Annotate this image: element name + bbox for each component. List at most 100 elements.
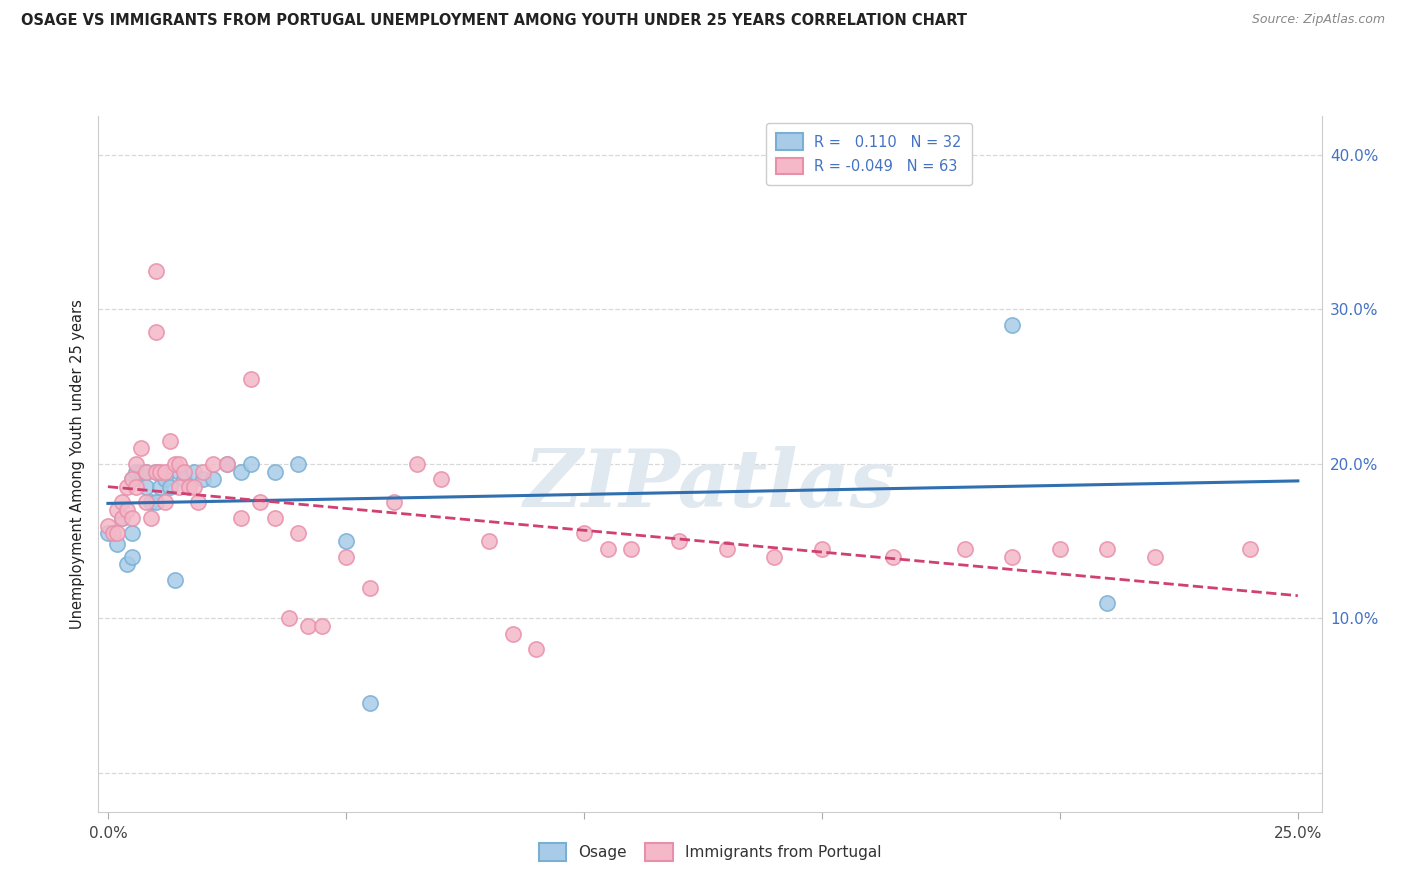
Point	[111, 495, 134, 509]
Point	[139, 495, 162, 509]
Point	[169, 465, 191, 479]
Point	[135, 480, 157, 494]
Point	[111, 511, 134, 525]
Point	[145, 465, 167, 479]
Point	[191, 472, 214, 486]
Point	[169, 457, 191, 471]
Point	[287, 457, 309, 471]
Point	[297, 619, 319, 633]
Point	[107, 526, 129, 541]
Point	[159, 480, 181, 494]
Point	[163, 457, 186, 471]
Point	[177, 480, 200, 494]
Point	[183, 480, 205, 494]
Point	[249, 495, 271, 509]
Text: OSAGE VS IMMIGRANTS FROM PORTUGAL UNEMPLOYMENT AMONG YOUTH UNDER 25 YEARS CORREL: OSAGE VS IMMIGRANTS FROM PORTUGAL UNEMPL…	[21, 13, 967, 29]
Point	[173, 472, 195, 486]
Point	[115, 480, 138, 494]
Point	[668, 534, 690, 549]
Point	[1239, 541, 1261, 556]
Point	[201, 457, 224, 471]
Point	[478, 534, 501, 549]
Point	[191, 465, 214, 479]
Point	[101, 526, 124, 541]
Point	[129, 442, 152, 456]
Point	[215, 457, 238, 471]
Point	[201, 472, 224, 486]
Point	[277, 611, 299, 625]
Point	[115, 558, 138, 572]
Point	[311, 619, 333, 633]
Point	[882, 549, 904, 564]
Point	[1097, 541, 1119, 556]
Point	[620, 541, 643, 556]
Point	[125, 457, 148, 471]
Point	[145, 465, 167, 479]
Point	[183, 465, 205, 479]
Point	[359, 581, 381, 595]
Point	[159, 434, 181, 448]
Point	[145, 263, 167, 277]
Point	[231, 511, 253, 525]
Point	[335, 534, 357, 549]
Text: ZIPatlas: ZIPatlas	[524, 446, 896, 524]
Point	[125, 465, 148, 479]
Point	[811, 541, 834, 556]
Point	[1097, 596, 1119, 610]
Y-axis label: Unemployment Among Youth under 25 years: Unemployment Among Youth under 25 years	[70, 299, 86, 629]
Point	[125, 480, 148, 494]
Point	[121, 472, 143, 486]
Point	[263, 465, 285, 479]
Point	[97, 526, 120, 541]
Point	[763, 549, 786, 564]
Point	[953, 541, 976, 556]
Point	[1001, 318, 1024, 332]
Point	[121, 472, 143, 486]
Point	[149, 480, 172, 494]
Point	[135, 465, 157, 479]
Point	[97, 518, 120, 533]
Point	[107, 537, 129, 551]
Point	[430, 472, 453, 486]
Point	[1001, 549, 1024, 564]
Point	[263, 511, 285, 525]
Point	[572, 526, 595, 541]
Text: Source: ZipAtlas.com: Source: ZipAtlas.com	[1251, 13, 1385, 27]
Point	[145, 495, 167, 509]
Point	[406, 457, 429, 471]
Point	[135, 465, 157, 479]
Point	[115, 503, 138, 517]
Point	[502, 627, 524, 641]
Point	[121, 526, 143, 541]
Point	[524, 642, 547, 657]
Point	[111, 511, 134, 525]
Point	[145, 326, 167, 340]
Legend: Osage, Immigrants from Portugal: Osage, Immigrants from Portugal	[530, 834, 890, 871]
Point	[231, 465, 253, 479]
Point	[1144, 549, 1167, 564]
Point	[215, 457, 238, 471]
Point	[596, 541, 619, 556]
Point	[187, 495, 209, 509]
Point	[135, 495, 157, 509]
Point	[239, 457, 262, 471]
Point	[129, 465, 152, 479]
Point	[169, 480, 191, 494]
Point	[153, 465, 176, 479]
Point	[121, 511, 143, 525]
Point	[382, 495, 405, 509]
Point	[716, 541, 738, 556]
Point	[173, 465, 195, 479]
Point	[239, 372, 262, 386]
Point	[335, 549, 357, 564]
Point	[287, 526, 309, 541]
Point	[121, 549, 143, 564]
Point	[107, 503, 129, 517]
Point	[139, 511, 162, 525]
Point	[153, 472, 176, 486]
Point	[153, 495, 176, 509]
Point	[149, 465, 172, 479]
Point	[1049, 541, 1071, 556]
Point	[359, 697, 381, 711]
Point	[163, 573, 186, 587]
